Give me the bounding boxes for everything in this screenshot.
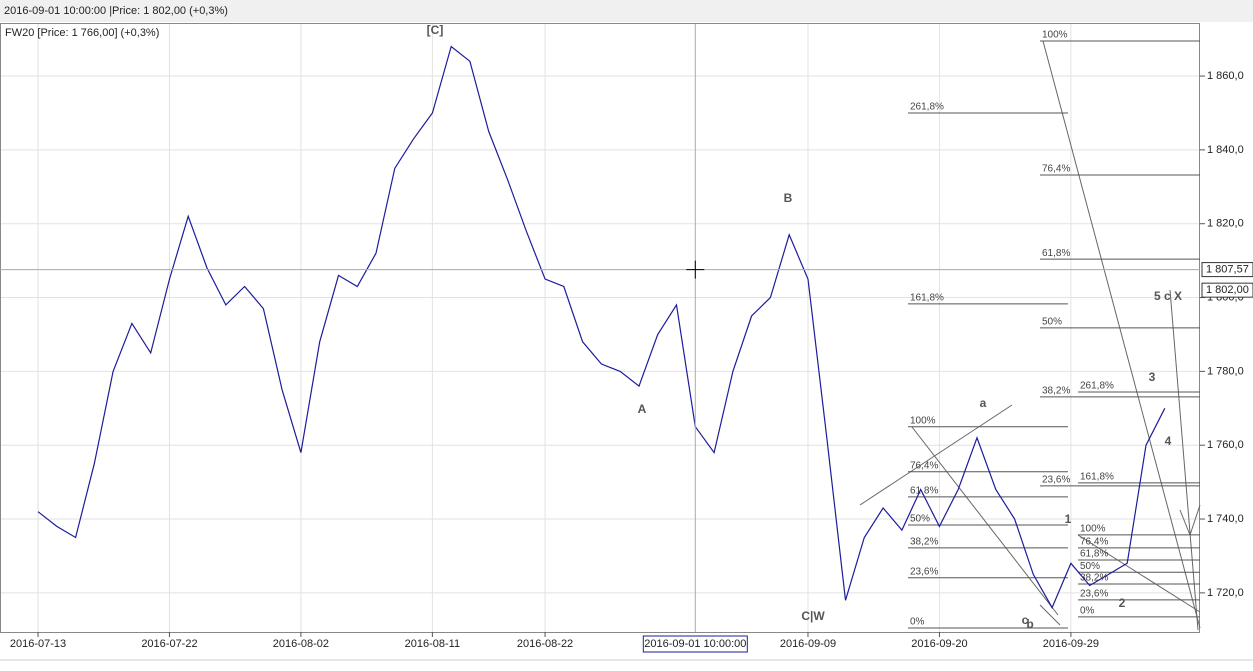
fib-label: 161,8% <box>910 292 944 303</box>
crosshair-date-box <box>642 635 748 653</box>
wave-label: a <box>980 396 987 410</box>
fib-label: 38,2% <box>910 536 938 547</box>
fib-label: 50% <box>1080 561 1100 572</box>
fib-label: 23,6% <box>1042 474 1070 485</box>
fib-label: 0% <box>1080 606 1095 617</box>
x-tick-label: 2016-08-11 <box>405 638 460 650</box>
fib-label: 23,6% <box>910 566 938 577</box>
wave-label: 5 c X <box>1154 289 1182 303</box>
wave-label: [C] <box>427 23 444 37</box>
fib-label: 23,6% <box>1080 589 1108 600</box>
fib-label: 50% <box>910 514 930 525</box>
fib-label: 100% <box>910 415 936 426</box>
wave-label: 4 <box>1165 434 1172 448</box>
x-tick-label: 2016-07-22 <box>141 638 197 650</box>
price-marker-label: 1 807,57 <box>1206 264 1249 276</box>
price-line <box>37 45 1166 609</box>
y-tick-label: 1 780,0 <box>1207 365 1244 377</box>
y-tick-label: 1 720,0 <box>1207 587 1244 599</box>
plot-frame <box>0 23 1200 633</box>
fib-label: 61,8% <box>1042 248 1070 259</box>
price-marker-box <box>1201 282 1253 298</box>
fib-label: 76,4% <box>910 460 938 471</box>
wave-label: 3 <box>1149 370 1156 384</box>
fib-label: 76,4% <box>1080 536 1108 547</box>
x-tick-label: 2016-09-29 <box>1043 638 1099 650</box>
y-tick-label: 1 840,0 <box>1207 144 1244 156</box>
price-marker-label: 1 802,00 <box>1206 284 1249 296</box>
x-tick-label: 2016-08-22 <box>517 638 573 650</box>
wave-label: b <box>1026 617 1033 631</box>
fib-label: 50% <box>1042 316 1062 327</box>
fib-label: 100% <box>1080 524 1106 535</box>
fib-label: 261,8% <box>1080 381 1114 392</box>
x-tick-label: 2016-09-20 <box>911 638 967 650</box>
y-tick-label: 1 860,0 <box>1207 70 1244 82</box>
wave-label: 1 <box>1065 512 1072 526</box>
fib-label: 76,4% <box>1042 164 1070 175</box>
wave-label: C|W <box>801 609 825 623</box>
top-bar <box>0 0 1253 22</box>
wave-label: A <box>638 402 647 416</box>
header-info: 2016-09-01 10:00:00 |Price: 1 802,00 (+0… <box>4 5 228 17</box>
fib-label: 161,8% <box>1080 472 1114 483</box>
fib-label: 261,8% <box>910 102 944 113</box>
legend: FW20 [Price: 1 766,00] (+0,3%) <box>5 27 159 39</box>
wave-label: B <box>784 191 793 205</box>
wave-label: c <box>1022 613 1029 627</box>
trend-lines <box>859 40 1201 631</box>
fib-label: 38,2% <box>1080 573 1108 584</box>
fib-label: 0% <box>910 617 925 628</box>
price-marker-box <box>1201 262 1253 278</box>
fib-label: 61,8% <box>1080 549 1108 560</box>
x-tick-label: 2016-09-09 <box>780 638 836 650</box>
wave-label: 2 <box>1119 596 1126 610</box>
y-tick-label: 1 740,0 <box>1207 513 1244 525</box>
x-tick-label: 2016-07-13 <box>10 638 66 650</box>
fib-label: 100% <box>1042 30 1068 41</box>
fib-label: 38,2% <box>1042 385 1070 396</box>
x-tick-label: 2016-08-02 <box>273 638 329 650</box>
crosshair-date: 2016-09-01 10:00:00 <box>644 638 746 650</box>
grid <box>0 24 1200 632</box>
y-tick-label: 1 760,0 <box>1207 439 1244 451</box>
y-tick-label: 1 820,0 <box>1207 218 1244 230</box>
fib-label: 61,8% <box>910 486 938 497</box>
